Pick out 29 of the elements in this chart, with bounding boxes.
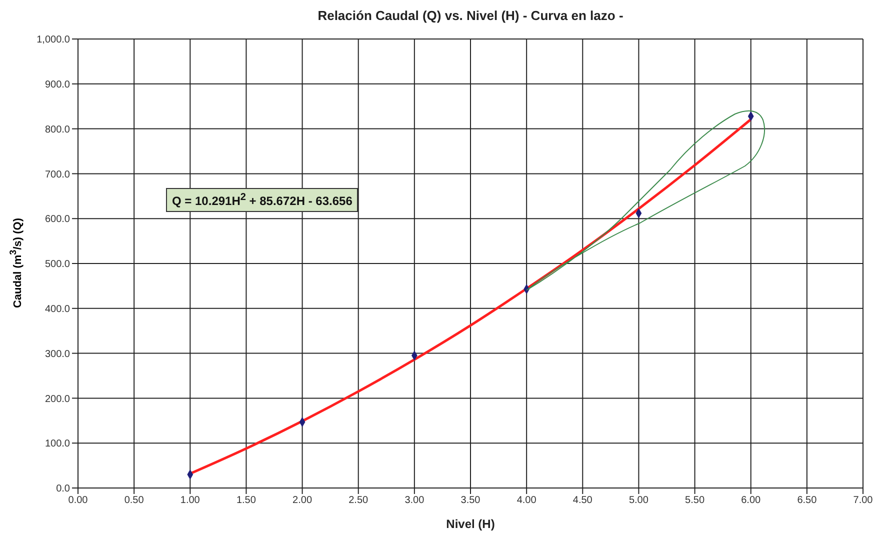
x-tick-label: 5.50: [685, 495, 705, 506]
x-tick-label: 5.00: [628, 495, 649, 506]
y-tick-label: 800.0: [44, 124, 70, 136]
annotation: Q = 10.291H$^{2}$ + 85.672H - 63.656: [166, 188, 358, 212]
y-tick-label: 1,000.0: [36, 34, 70, 46]
x-tick-label: 6.50: [797, 495, 818, 506]
x-tick-label: 7.00: [853, 495, 874, 506]
y-tick-label: 500.0: [44, 259, 70, 270]
x-tick-label: 3.00: [404, 495, 425, 506]
x-tick-label: 1.50: [236, 495, 256, 506]
y-tick-label: 400.0: [44, 304, 70, 315]
x-tick-label: 2.00: [292, 495, 312, 506]
x-tick-label: 4.50: [572, 495, 593, 506]
x-axis-title: Nivel (H): [446, 517, 495, 531]
x-tick-label: 6.00: [741, 495, 762, 506]
x-tick-label: 3.50: [460, 495, 481, 506]
y-tick-label: 0.0: [56, 484, 70, 495]
y-tick-label: 900.0: [44, 79, 70, 90]
y-tick-label: 300.0: [44, 348, 70, 360]
y-tick-label: 600.0: [44, 214, 70, 226]
chart-title: Relación Caudal (Q) vs. Nivel (H) - Curva en lazo -: [316, 8, 624, 23]
y-tick-label: 700.0: [44, 169, 70, 180]
y-tick-label: 200.0: [44, 394, 70, 405]
x-tick-label: 0.00: [68, 495, 88, 506]
x-tick-label: 0.50: [124, 495, 144, 506]
y-tick-label: 100.0: [44, 438, 70, 450]
x-tick-label: 4.00: [516, 495, 537, 506]
x-tick-label: 1.00: [180, 495, 200, 506]
x-tick-label: 2.50: [348, 495, 369, 506]
